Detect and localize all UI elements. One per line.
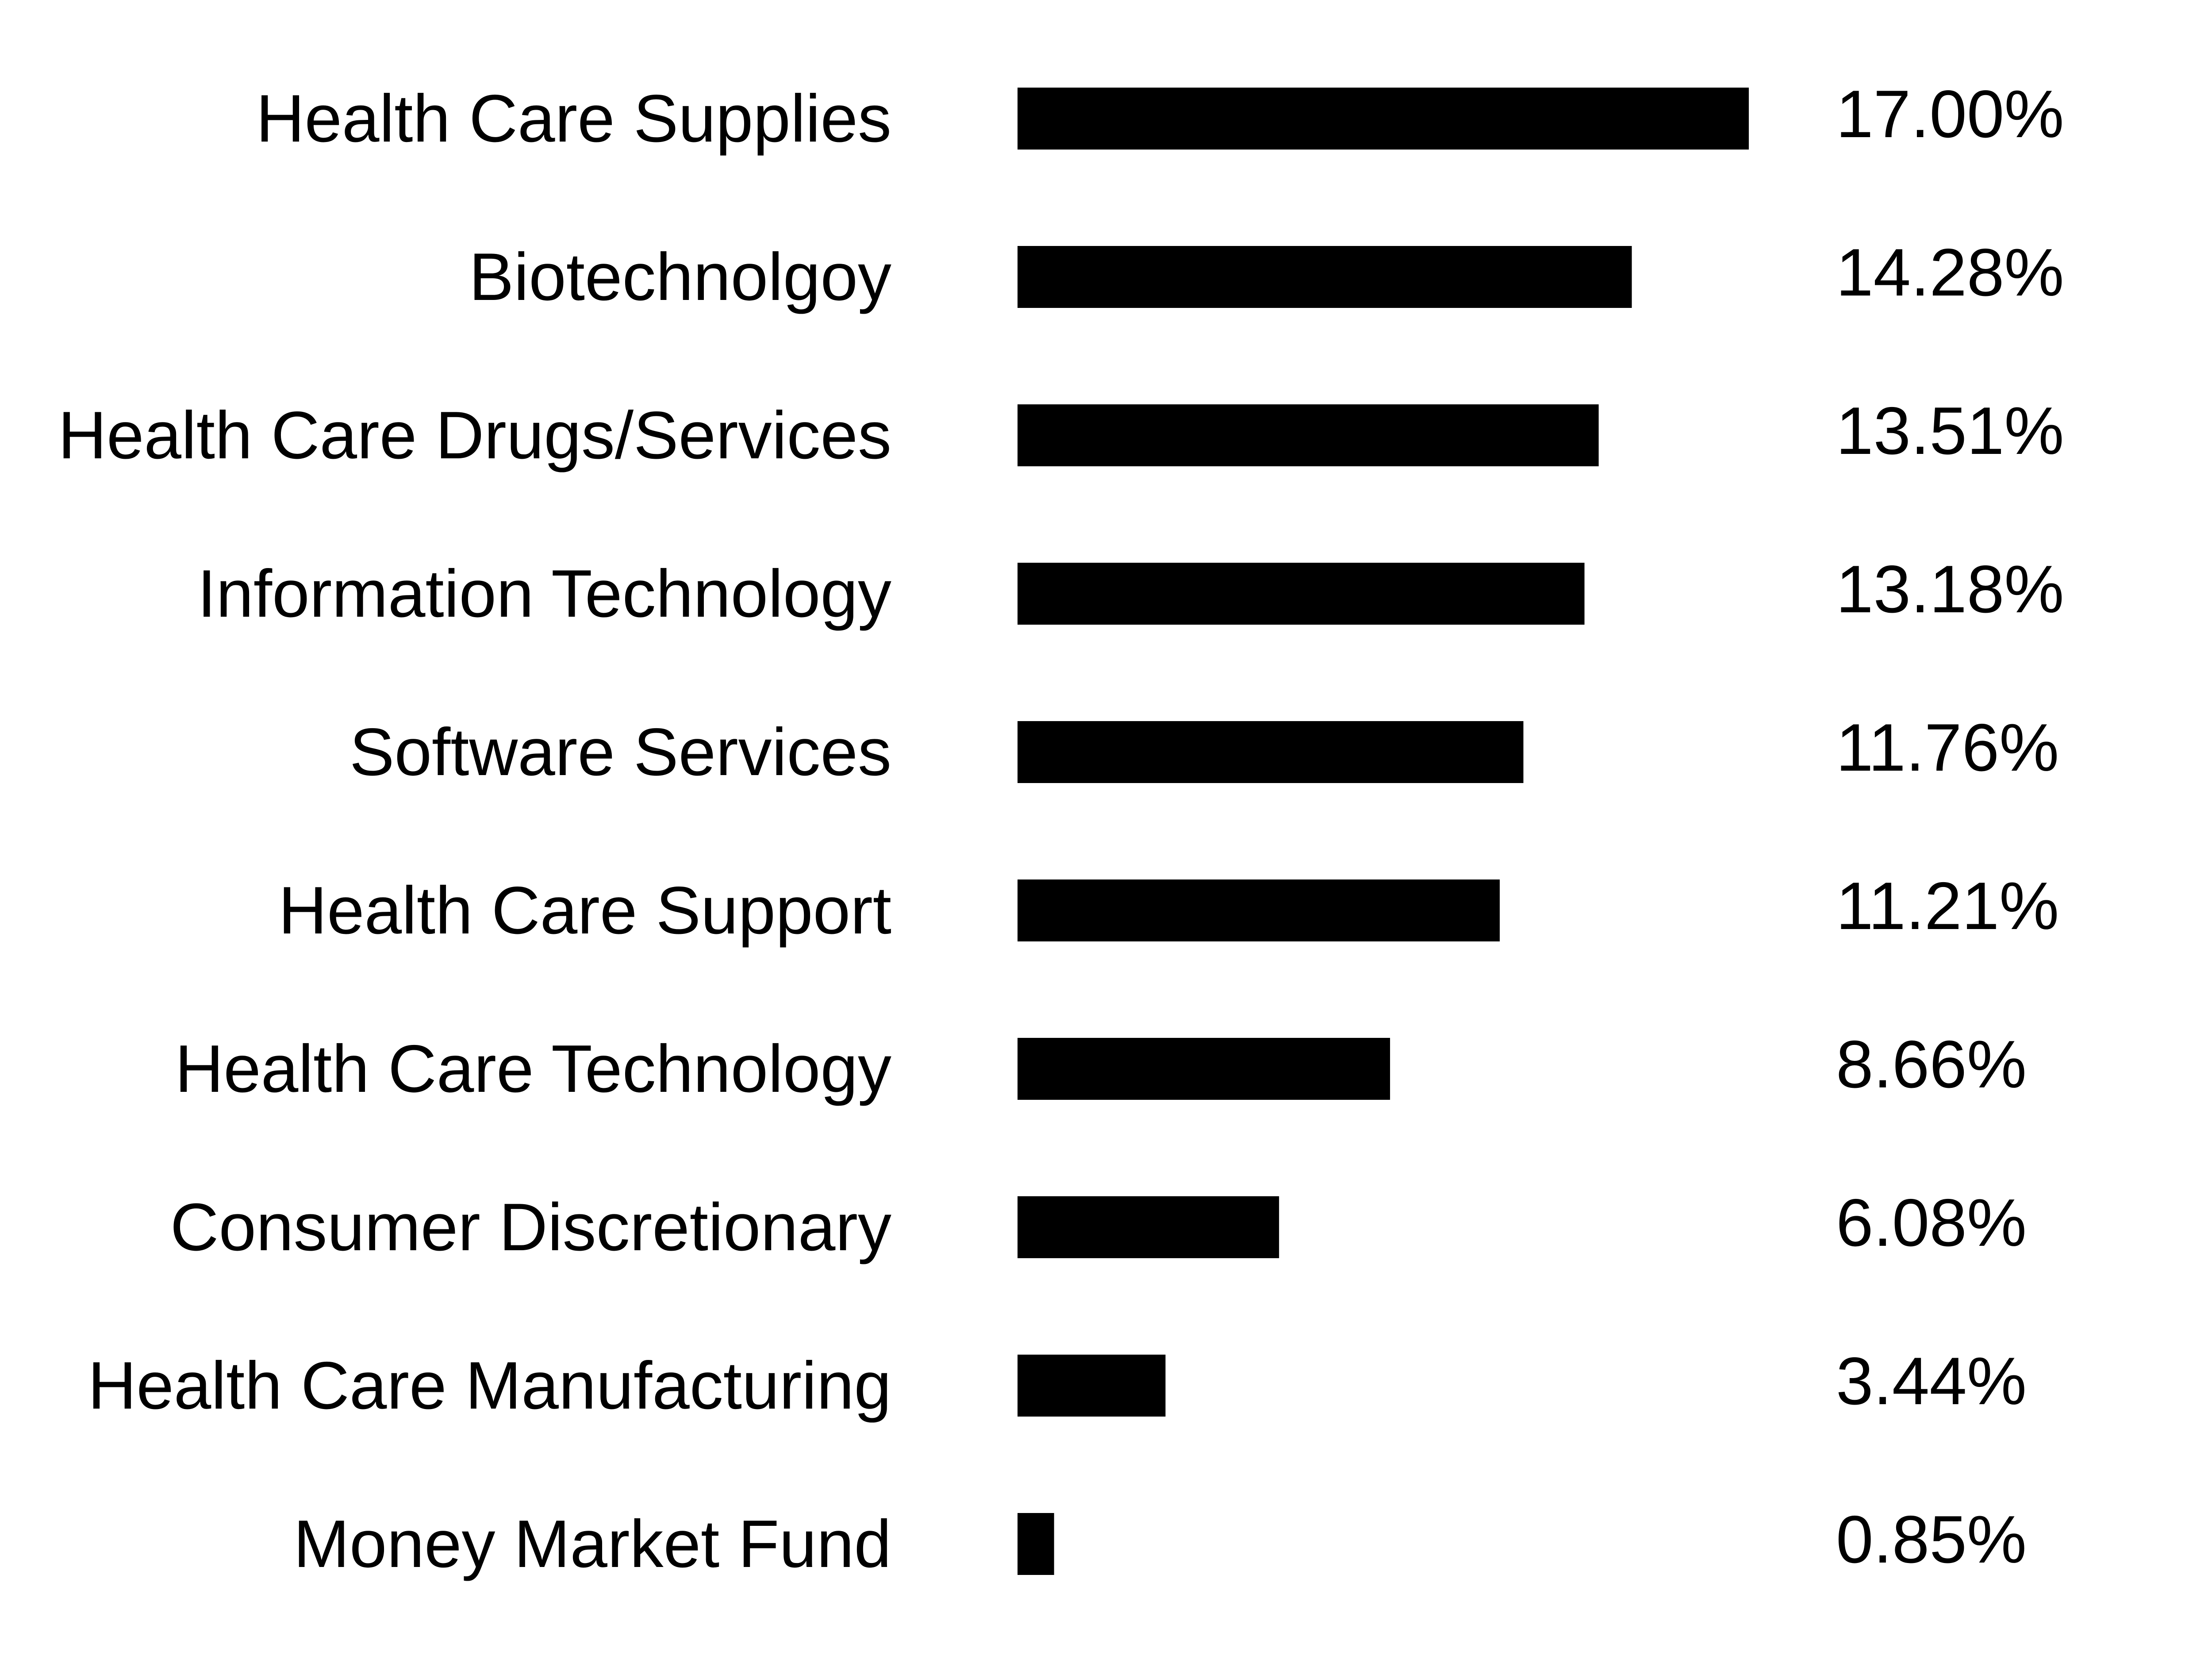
bar [1018, 721, 1524, 783]
bar [1018, 1196, 1279, 1258]
category-label: Health Care Support [278, 873, 891, 948]
value-label: 11.76% [1836, 710, 2059, 785]
category-label: Money Market Fund [293, 1506, 891, 1582]
category-label: Health Care Manufacturing [88, 1348, 891, 1423]
value-label: 13.18% [1836, 552, 2064, 627]
value-label: 0.85% [1836, 1502, 2027, 1577]
category-label: Health Care Drugs/Services [58, 398, 891, 473]
bar [1018, 1038, 1390, 1100]
category-label: Health Care Technology [175, 1031, 891, 1106]
category-label: Consumer Discretionary [170, 1190, 891, 1265]
category-label: Software Services [349, 714, 891, 790]
bar [1018, 404, 1599, 466]
category-labels: Health Care Supplies Biotechnolgoy Health … [58, 81, 891, 1582]
value-labels: 17.00% 14.28% 13.51% 13.18% 11.76% 11.21% 8.66… [1836, 77, 2064, 1577]
bar [1018, 879, 1500, 941]
bars [1018, 88, 1749, 1575]
value-label: 8.66% [1836, 1027, 2027, 1102]
bar [1018, 1355, 1166, 1417]
value-label: 13.51% [1836, 393, 2064, 469]
value-label: 3.44% [1836, 1344, 2027, 1419]
value-label: 11.21% [1836, 868, 2059, 944]
bar [1018, 1513, 1054, 1575]
bar [1018, 563, 1585, 625]
bar [1018, 246, 1632, 308]
category-label: Health Care Supplies [256, 81, 891, 156]
category-label: Biotechnolgoy [469, 239, 891, 315]
category-label: Information Technology [197, 556, 891, 631]
value-label: 6.08% [1836, 1185, 2027, 1260]
bar [1018, 88, 1749, 150]
value-label: 14.28% [1836, 235, 2064, 310]
value-label: 17.00% [1836, 77, 2064, 152]
